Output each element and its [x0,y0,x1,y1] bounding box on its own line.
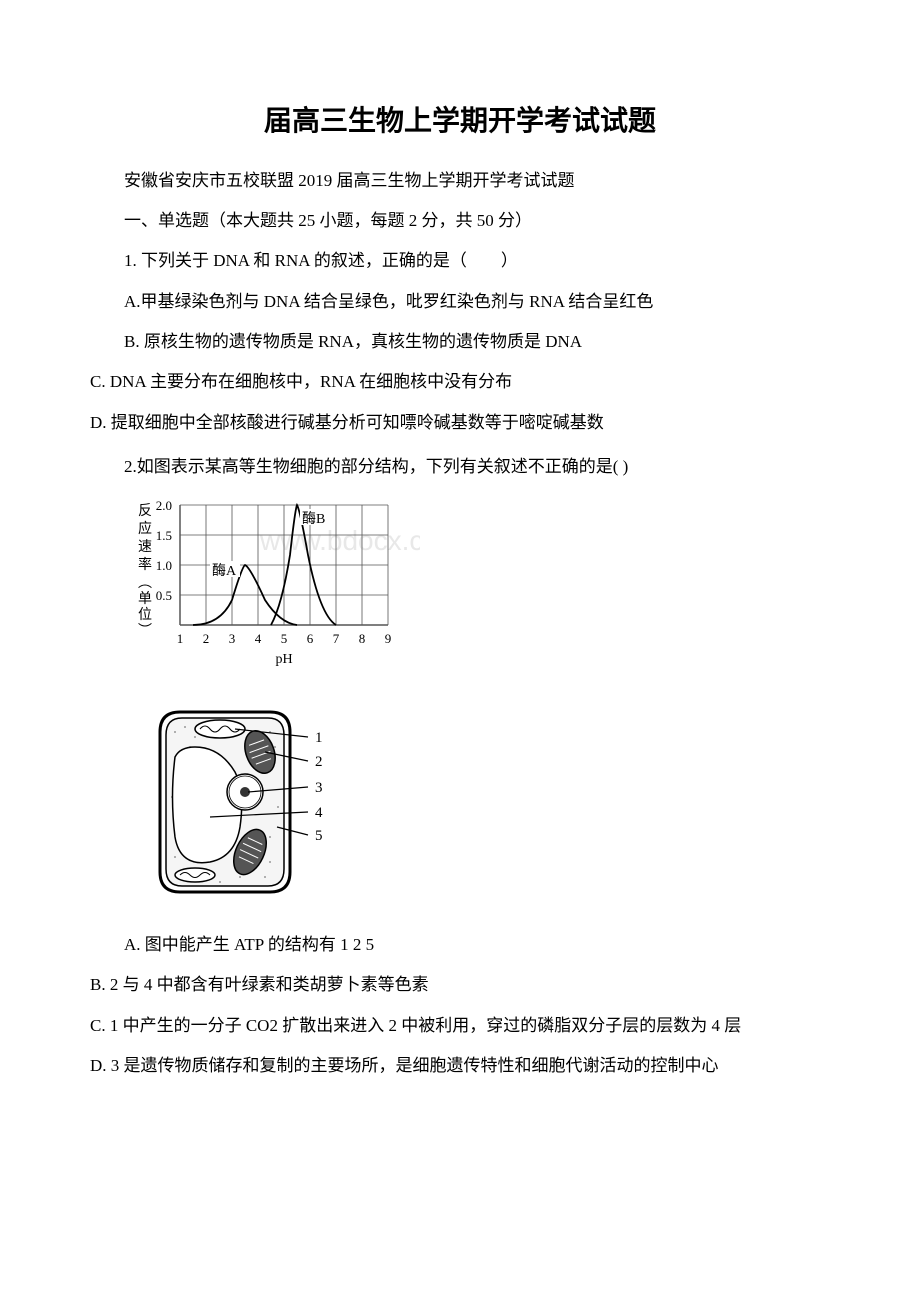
cell-figure: 1 2 3 4 5 [90,697,830,917]
xtick-4: 4 [255,631,262,646]
label-3: 3 [315,780,323,796]
xtick-1: 1 [177,631,184,646]
ytick-1: 1.0 [156,558,172,573]
q2-option-b: B. 2 与 4 中都含有叶绿素和类胡萝卜素等色素 [90,969,830,1001]
label-4: 4 [315,805,323,821]
subtitle: 安徽省安庆市五校联盟 2019 届高三生物上学期开学考试试题 [90,165,830,197]
chart-watermark: www.bdocx.com [259,525,420,556]
label-2: 2 [315,754,323,770]
q2-stem: 2.如图表示某高等生物细胞的部分结构，下列有关叙述不正确的是( ) [90,451,830,483]
y-label-6: 单 [138,591,152,607]
xtick-7: 7 [333,631,340,646]
x-axis-label: pH [275,652,292,667]
q1-option-d: D. 提取细胞中全部核酸进行碱基分析可知嘌呤碱基数等于嘧啶碱基数 [90,407,830,439]
xtick-3: 3 [229,631,236,646]
q2-option-a: A. 图中能产生 ATP 的结构有 1 2 5 [90,929,830,961]
section-header: 一、单选题（本大题共 25 小题，每题 2 分，共 50 分） [90,205,830,237]
q2-option-c: C. 1 中产生的一分子 CO2 扩散出来进入 2 中被利用，穿过的磷脂双分子层… [90,1010,830,1042]
xtick-5: 5 [281,631,288,646]
y-label-1: 反 [138,503,152,519]
q1-stem: 1. 下列关于 DNA 和 RNA 的叙述，正确的是（ ） [90,245,830,277]
ytick-0.5: 0.5 [156,588,172,603]
q1-option-b: B. 原核生物的遗传物质是 RNA，真核生物的遗传物质是 DNA [90,326,830,358]
q2-option-d: D. 3 是遗传物质储存和复制的主要场所，是细胞遗传特性和细胞代谢活动的控制中心 [90,1050,830,1082]
q1-option-c: C. DNA 主要分布在细胞核中，RNA 在细胞核中没有分布 [90,366,830,398]
xtick-9: 9 [385,631,392,646]
y-label-7: 位 [138,607,152,623]
q1-option-a: A.甲基绿染色剂与 DNA 结合呈绿色，吡罗红染色剂与 RNA 结合呈红色 [90,286,830,318]
chart-figure: www.bdocx.com 反 应 速 率 ︵ 单 位 ︶ [90,495,830,685]
y-label-4: 率 [138,556,152,573]
ytick-1.5: 1.5 [156,528,172,543]
ytick-2: 2.0 [156,498,172,513]
xtick-6: 6 [307,631,314,646]
xtick-2: 2 [203,631,210,646]
y-label-5: ︵ [138,576,152,591]
y-label-2: 应 [138,520,152,537]
enzyme-chart: www.bdocx.com 反 应 速 率 ︵ 单 位 ︶ [120,495,420,685]
cell-diagram: 1 2 3 4 5 [140,697,340,917]
y-label-3: 速 [138,539,152,555]
y-label-8: ︶ [138,623,152,639]
label-5: 5 [315,828,323,844]
mitochondria-2 [175,868,215,882]
curve-b-label: 酶B [302,511,325,527]
curve-a-label: 酶A [212,563,237,579]
label-1: 1 [315,730,323,746]
document-title: 届高三生物上学期开学考试试题 [90,100,830,145]
xtick-8: 8 [359,631,366,646]
